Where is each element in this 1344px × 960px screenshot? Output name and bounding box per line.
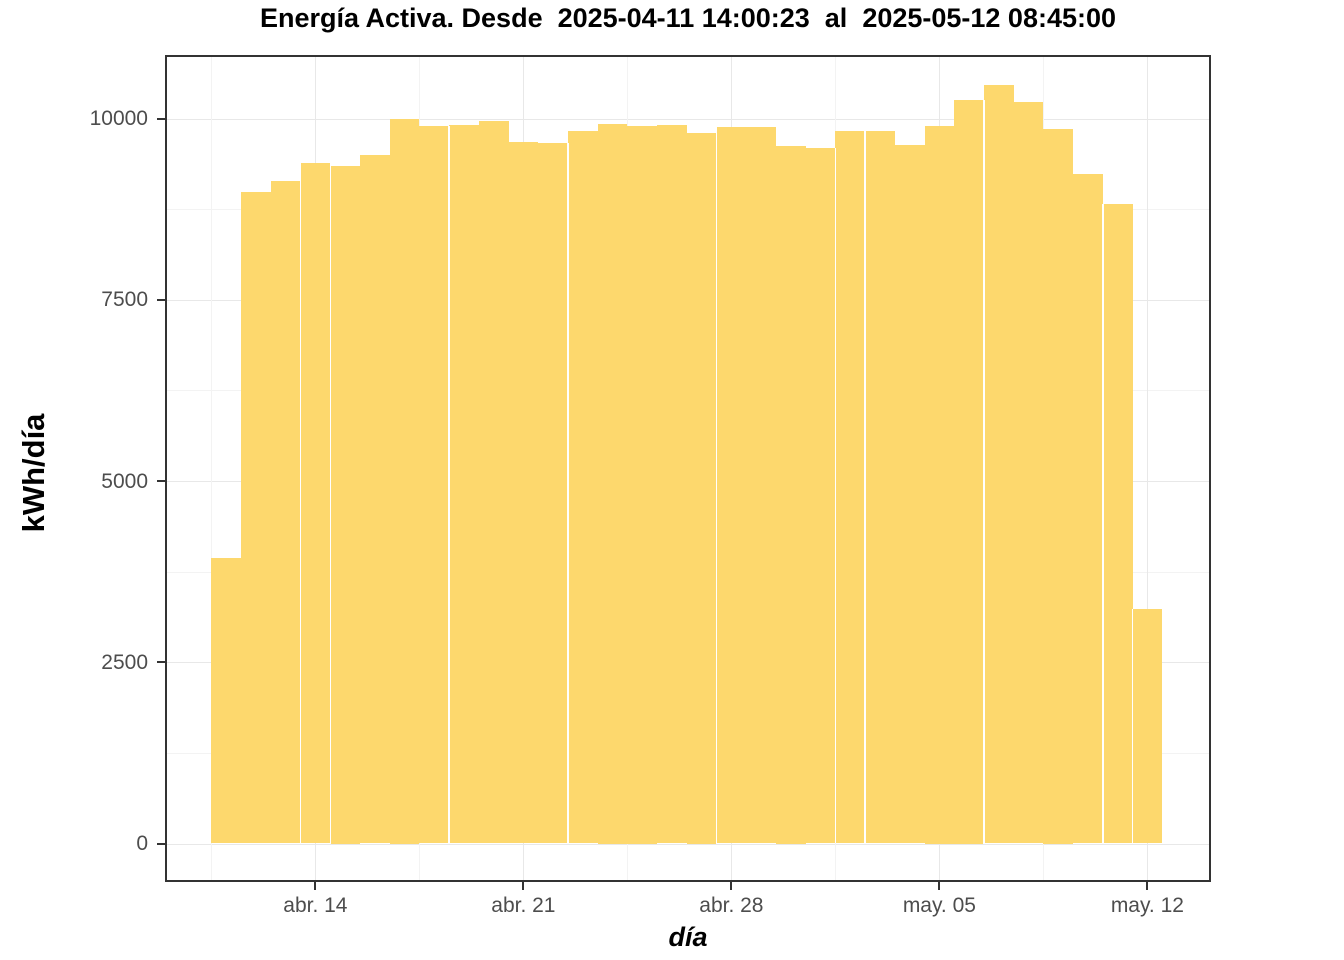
y-tick-mark — [157, 117, 165, 120]
y-tick-label: 5000 — [101, 469, 148, 493]
bar-2025-04-17 — [389, 118, 420, 844]
bar-2025-05-01 — [805, 148, 836, 844]
bar-seam — [715, 133, 718, 844]
y-tick-label: 2500 — [101, 650, 148, 674]
bar-2025-04-18 — [419, 126, 450, 844]
x-tick-mark — [314, 882, 317, 890]
bar-2025-04-13 — [270, 180, 301, 844]
bar-seam — [567, 143, 569, 844]
bar-2025-05-12 — [1132, 609, 1163, 844]
y-tick-label: 7500 — [101, 288, 148, 312]
bar-seam — [299, 180, 302, 844]
bar-2025-04-24 — [597, 123, 628, 844]
bar-2025-05-11 — [1102, 204, 1133, 844]
x-tick-label: abr. 28 — [699, 894, 764, 917]
bar-2025-04-26 — [657, 124, 687, 844]
bar-seam — [1102, 204, 1104, 844]
bar-2025-04-15 — [330, 165, 360, 844]
y-major-gridline — [167, 843, 1209, 845]
y-major-gridline — [167, 118, 1209, 120]
bar-seam — [329, 165, 331, 844]
bar-2025-04-12 — [241, 191, 271, 844]
bar-2025-05-06 — [954, 100, 984, 844]
bar-2025-04-16 — [359, 155, 390, 844]
x-tick-label: abr. 14 — [283, 894, 348, 917]
y-axis-title: kWh/día — [16, 413, 51, 533]
bar-2025-04-19 — [449, 125, 479, 844]
y-tick-label: 10000 — [89, 107, 148, 130]
bar-2025-05-08 — [1013, 101, 1044, 844]
x-tick-mark — [730, 882, 733, 890]
y-tick-mark — [157, 661, 165, 664]
bar-2025-04-21 — [508, 141, 539, 844]
bar-2025-05-02 — [835, 130, 866, 844]
x-tick-mark — [1146, 882, 1149, 890]
bar-2025-04-22 — [538, 143, 568, 844]
bar-2025-05-07 — [983, 85, 1014, 844]
bar-2025-04-14 — [300, 163, 331, 844]
bar-2025-04-29 — [746, 127, 776, 844]
bar-2025-04-28 — [716, 127, 747, 844]
bar-seam — [834, 148, 837, 844]
bar-2025-05-03 — [865, 130, 895, 844]
y-tick-mark — [157, 842, 165, 845]
bar-2025-05-04 — [894, 145, 925, 844]
chart-title: Energía Activa. Desde 2025-04-11 14:00:2… — [259, 3, 1117, 33]
bar-2025-04-27 — [686, 133, 717, 844]
x-axis-title: día — [668, 922, 708, 952]
x-major-gridline — [1147, 57, 1149, 880]
bar-2025-04-25 — [627, 125, 658, 844]
bar-seam — [1131, 609, 1134, 844]
bar-2025-04-23 — [567, 130, 598, 844]
bar-2025-04-30 — [775, 145, 806, 844]
x-tick-mark — [522, 882, 525, 890]
bar-seam — [448, 126, 450, 844]
x-minor-gridline — [211, 57, 213, 880]
x-tick-label: abr. 21 — [491, 894, 556, 917]
bar-2025-05-05 — [924, 125, 955, 844]
x-tick-mark — [938, 882, 941, 890]
bar-2025-05-10 — [1073, 174, 1103, 844]
x-tick-label: may. 12 — [1110, 894, 1184, 917]
bar-2025-04-11 — [211, 557, 242, 844]
y-tick-label: 0 — [136, 832, 148, 855]
bar-2025-05-09 — [1043, 129, 1074, 844]
y-tick-mark — [157, 480, 165, 482]
x-tick-label: may. 05 — [902, 894, 976, 917]
bar-seam — [983, 100, 985, 844]
bar-2025-04-20 — [478, 121, 509, 844]
bar-seam — [864, 130, 866, 844]
y-tick-mark — [157, 298, 165, 301]
